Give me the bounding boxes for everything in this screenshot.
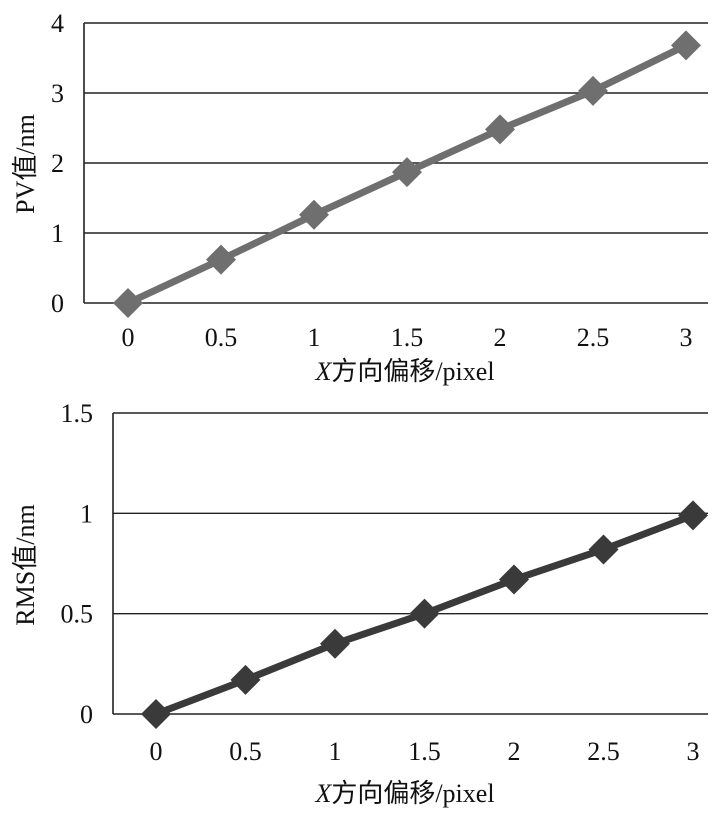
rms-data-point [678,500,708,531]
rms-x-tick-label: 3 [687,737,700,766]
rms-x-axis-label-var: X [314,779,332,808]
pv-x-axis-label-text: 方向偏移/pixel [331,357,494,386]
pv-data-point [578,75,608,106]
pv-x-tick-label: 0 [122,323,135,352]
pv-y-axis-label: PV值/nm [11,114,40,214]
pv-x-tick-label: 1 [308,323,321,352]
rms-data-point [141,699,171,729]
rms-data-point [499,564,529,595]
rms-y-tick-label: 0.5 [61,600,94,629]
pv-data-point [485,114,515,145]
pv-data-point [299,199,329,230]
rms-y-tick-label: 1.5 [61,399,94,428]
pv-data-point [206,244,236,275]
rms-data-point [588,534,619,565]
pv-y-tick-label: 1 [51,219,64,248]
rms-x-axis-label-text: 方向偏移/pixel [331,779,494,808]
rms-y-tick-label: 1 [80,499,93,528]
pv-x-tick-label: 2 [494,323,507,352]
rms-x-tick-label: 2.5 [587,737,620,766]
pv-x-axis-label: X方向偏移/pixel [314,357,494,386]
pv-y-tick-label: 3 [51,79,64,108]
rms-y-axis-label: RMS值/nm [11,504,40,625]
pv-x-tick-label: 3 [680,323,693,352]
pv-y-tick-label: 2 [51,149,64,178]
rms-x-tick-label: 0.5 [229,737,262,766]
rms-x-tick-label: 2 [508,737,521,766]
rms-x-tick-label: 1.5 [408,737,441,766]
pv-y-tick-label: 4 [51,9,64,38]
rms-data-point [320,628,350,659]
pv-data-point [392,157,422,188]
rms-data-point [409,598,440,629]
rms-x-tick-label: 0 [150,737,163,766]
pv-x-tick-label: 0.5 [205,323,238,352]
pv-y-tick-label: 0 [51,289,64,318]
rms-x-axis-label: X方向偏移/pixel [314,779,494,808]
pv-x-tick-label: 1.5 [391,323,424,352]
rms-data-point [230,664,261,695]
pv-data-point [113,288,143,318]
pv-x-axis-label-var: X [314,357,332,386]
rms-chart: 0 0.5 1 1.5 0 0.5 1 1.5 2 2.5 3 RMS值/nm X方向偏移/pix… [11,399,708,808]
rms-y-tick-label: 0 [80,700,93,729]
pv-data-point [671,30,701,61]
pv-x-tick-label: 2.5 [577,323,610,352]
pv-chart: 0 1 2 3 4 0 0.5 1 1.5 2 2.5 3 PV值/nm X方向偏移/pixel [11,9,708,386]
rms-x-tick-label: 1 [329,737,342,766]
